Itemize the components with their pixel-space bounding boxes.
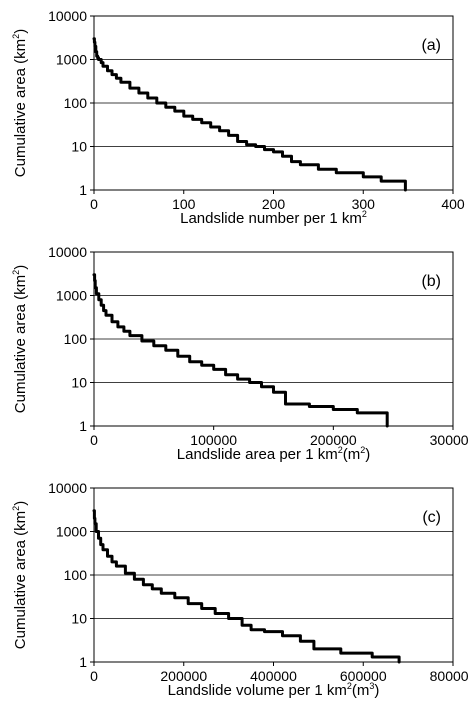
x-tick-label: 100 [172, 196, 196, 212]
y-tick-label: 100 [64, 95, 88, 111]
y-tick-label: 1 [79, 418, 87, 434]
y-tick-label: 10000 [48, 8, 87, 24]
chart-panel-1: 1 10 100 1000 10000 0 100 200 300 400 Landslide nu… [11, 8, 465, 227]
y-tick-label: 1 [79, 654, 87, 670]
x-axis-label: Landslide area per 1 km2(m2) [177, 445, 370, 463]
x-tick-label: 600000 [340, 668, 387, 684]
data-series-line [92, 509, 401, 664]
y-axis-label: Cumulative area (km2) [11, 265, 29, 413]
y-tick-label: 1000 [56, 52, 87, 68]
x-tick-label: 100000 [190, 432, 237, 448]
y-tick-label: 1000 [56, 524, 87, 540]
y-tick-label: 10000 [48, 244, 87, 260]
x-tick-label: 400 [441, 196, 465, 212]
y-axis-label: Cumulative area (km2) [11, 29, 29, 177]
chart-panel-2: 1101001000100000100000200000300000Landsl… [11, 244, 468, 463]
y-tick-label: 10 [71, 375, 87, 391]
x-tick-label: 200000 [310, 432, 357, 448]
data-series-line [92, 37, 407, 192]
x-tick-label: 400000 [250, 668, 297, 684]
x-axis-label: Landslide number per 1 km2 [180, 209, 367, 227]
chart-panel-3: 1 10 100 1000 10000 0 200000 400000 600000 800000… [11, 480, 468, 699]
x-tick-label: 0 [90, 196, 98, 212]
x-tick-label: 800000 [430, 668, 468, 684]
y-tick-label: 100 [64, 331, 88, 347]
data-series-line [92, 273, 389, 428]
x-tick-label: 0 [90, 668, 98, 684]
y-tick-label: 10 [71, 611, 87, 627]
y-tick-label: 1000 [56, 288, 87, 304]
y-axis-label: Cumulative area (km2) [11, 501, 29, 649]
x-tick-label: 0 [90, 432, 98, 448]
x-tick-label: 200000 [160, 668, 207, 684]
panel-label: (c) [422, 509, 441, 526]
x-tick-label: 300 [352, 196, 376, 212]
panel-label: (a) [421, 37, 441, 54]
y-tick-label: 10000 [48, 480, 87, 496]
x-tick-label: 300000 [430, 432, 468, 448]
panel-label: (b) [421, 273, 441, 290]
y-tick-label: 10 [71, 139, 87, 155]
x-tick-label: 200 [262, 196, 286, 212]
x-axis-label: Landslide volume per 1 km2(m3) [168, 681, 380, 699]
y-tick-label: 100 [64, 567, 88, 583]
y-tick-label: 1 [79, 182, 87, 198]
